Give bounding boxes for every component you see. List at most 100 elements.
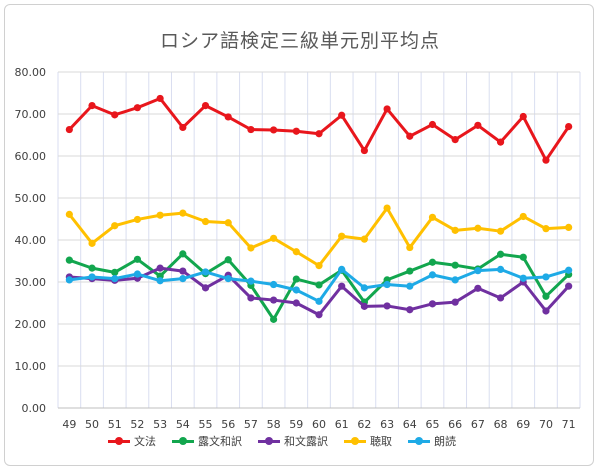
data-point [156,277,164,285]
data-point [224,256,232,264]
data-point [496,294,505,302]
x-axis-ticks: 49 50 51 52 53 54 55 56 57 58 59 60 61 62 63 64 65 66 67 68… [62,418,575,431]
legend-label: 和文露訳 [284,435,328,448]
data-point [474,267,482,275]
x-tick-label: 56 [221,418,235,431]
data-point [542,156,550,164]
y-tick-label: 30.00 [15,276,47,289]
legend-swatch [408,436,430,446]
data-point [201,217,210,226]
grid-lines [57,71,581,409]
data-point [179,250,187,258]
data-point [496,265,505,273]
data-point [179,267,187,275]
data-point [451,136,459,144]
x-tick-label: 59 [289,418,303,431]
data-point [247,277,255,285]
data-point [542,292,550,300]
data-point [315,130,323,138]
data-point [292,248,300,256]
y-tick-label: 80.00 [15,66,47,79]
data-point [542,273,550,281]
data-point [451,276,459,284]
x-tick-label: 52 [130,418,144,431]
x-tick-label: 50 [85,418,99,431]
data-point [315,262,323,270]
legend-swatch [344,436,366,446]
x-tick-label: 69 [516,418,530,431]
data-point [88,102,96,110]
series-line [68,96,570,162]
data-point [406,267,414,275]
legend-swatch [258,436,280,446]
data-point [474,121,482,129]
data-point [292,286,300,294]
data-point [451,298,459,306]
x-tick-label: 66 [448,418,462,431]
data-point [179,209,187,217]
data-point [156,211,164,219]
data-point [88,264,96,272]
y-tick-label: 20.00 [15,318,47,331]
series-5 [65,265,573,305]
data-point [406,282,414,290]
data-point [315,297,323,305]
legend-item: 露文和訳 [172,433,242,449]
data-point [247,294,255,302]
y-tick-label: 40.00 [15,234,47,247]
data-point [565,282,573,290]
data-point [292,127,300,135]
x-tick-label: 61 [335,418,349,431]
data-point [338,282,346,290]
y-axis-ticks: 0.00 10.00 20.00 30.00 40.00 50.00 60.00 70.00 8… [15,66,47,415]
x-tick-label: 63 [380,418,394,431]
data-point [428,213,437,221]
data-point [338,111,346,119]
data-point [406,306,414,314]
data-point [65,210,73,218]
series-lines [65,94,573,323]
data-point [428,258,437,266]
data-point [315,311,323,319]
legend-swatch [108,436,130,446]
x-tick-label: 60 [312,418,326,431]
x-tick-label: 64 [403,418,417,431]
data-point [224,275,232,283]
data-point [496,250,505,258]
x-tick-label: 55 [199,418,213,431]
data-point [519,112,527,121]
data-point [565,266,573,274]
data-point [542,307,550,315]
data-point [428,300,437,308]
data-point [179,275,187,283]
data-point [111,111,119,119]
data-point [201,284,210,292]
data-point [270,296,278,304]
data-point [519,253,527,261]
data-point [88,239,96,247]
data-point [133,270,142,278]
y-tick-label: 70.00 [15,108,47,121]
data-point [406,132,414,140]
data-point [383,204,391,212]
data-point [451,261,459,269]
legend-label: 聴取 [370,435,392,448]
legend: 文法 露文和訳 和文露訳 聴取 朗読 [108,433,456,449]
data-point [383,302,391,310]
x-tick-label: 49 [62,418,76,431]
x-tick-label: 70 [539,418,553,431]
data-point [451,226,459,234]
data-point [133,255,142,263]
legend-label: 露文和訳 [198,435,242,448]
data-point [565,223,573,231]
legend-item: 朗読 [408,433,456,449]
x-tick-label: 51 [108,418,122,431]
data-point [133,104,142,112]
legend-label: 文法 [134,435,156,448]
data-point [65,125,73,134]
data-point [315,281,323,289]
x-tick-label: 71 [562,418,576,431]
data-point [406,243,414,252]
data-point [270,315,278,323]
series-1 [65,94,573,164]
